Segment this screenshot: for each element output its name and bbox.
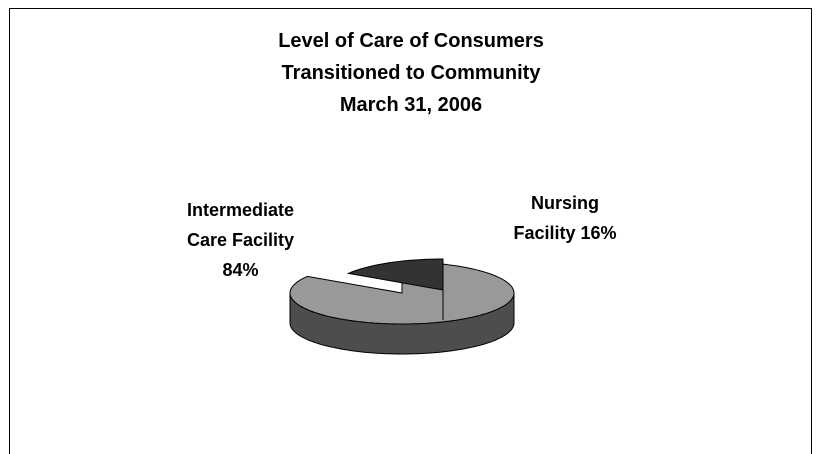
category-label: Nursing Facility [513,193,599,243]
value-label: 84% [222,260,259,280]
value-label: 16% [580,223,617,243]
slice-label: Nursing Facility 16% [500,188,630,248]
pie-slice [346,258,444,291]
slice-label: Intermediate Care Facility 84% [168,195,313,285]
chart-title: Level of Care of Consumers [278,30,544,52]
chart-frame [9,8,812,454]
category-label: Intermediate Care Facility [186,200,295,250]
chart-title: Transitioned to Community [281,62,541,84]
pie-slice [289,261,515,325]
chart-title: March 31, 2006 [339,94,483,116]
